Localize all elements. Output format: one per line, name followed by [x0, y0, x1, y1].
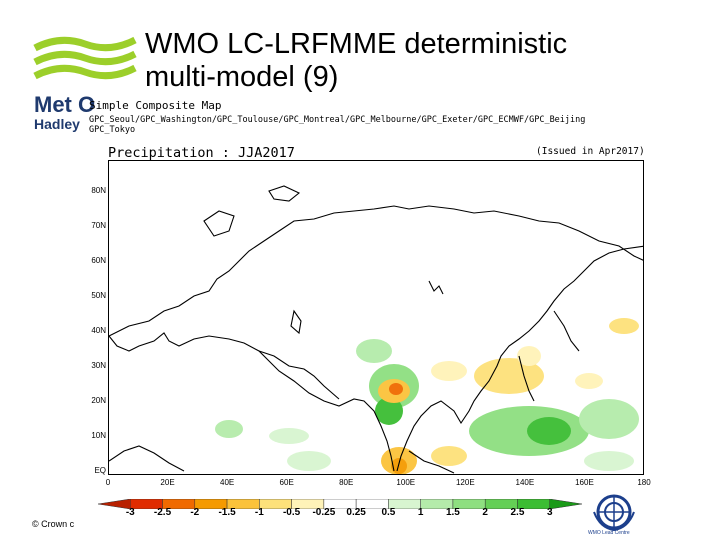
colorbar-label: 0.25: [346, 507, 366, 518]
colorbar-label: -1: [254, 507, 264, 518]
arabia-coastline: [258, 350, 340, 400]
anomaly-wet-patch: [287, 451, 331, 471]
map-canvas: [109, 185, 643, 474]
anomaly-wet-patch: [375, 397, 403, 425]
colorbar-label: 3: [546, 507, 553, 518]
colorbar-label: 2.5: [510, 507, 525, 518]
latitude-label: 10N: [91, 431, 106, 440]
longitude-label: 40E: [219, 478, 235, 487]
east-asia-coastline: [396, 245, 643, 472]
anomaly-wet-patch: [584, 451, 634, 471]
map-title: Precipitation : JJA2017: [108, 145, 295, 161]
met-office-waves-icon: [33, 36, 137, 80]
colorbar-label: -1.5: [218, 507, 236, 518]
anomaly-wet-patch: [356, 339, 392, 363]
africa-coastline: [109, 445, 185, 472]
colorbar-label: -2: [190, 507, 200, 518]
southern-coastline-west: [109, 332, 395, 472]
latitude-label: 20N: [91, 396, 106, 405]
gpc-list-2: GPC_Tokyo: [89, 125, 136, 135]
colorbar-arrow-right: [549, 498, 583, 510]
gpc-list: GPC_Seoul/GPC_Washington/GPC_Toulouse/GP…: [89, 115, 586, 125]
longitude-label: 80E: [339, 478, 354, 487]
colorbar-label: -3: [125, 507, 135, 518]
copyright-text: © Crown c: [32, 519, 75, 529]
caspian-coastline: [290, 309, 302, 335]
longitude-label: 160E: [575, 478, 594, 487]
colorbar-label: 0.5: [381, 507, 396, 518]
philippines-coastline: [518, 355, 535, 402]
anomaly-wet-patch: [215, 420, 243, 438]
longitude-label: 140E: [515, 478, 535, 487]
anomaly-dry-patch: [575, 373, 603, 389]
latitude-label: 30N: [91, 361, 106, 370]
longitude-label: 0: [105, 478, 111, 487]
latitude-label: EQ: [94, 466, 106, 475]
wmo-emblem-icon: [593, 494, 635, 532]
coastlines: [109, 185, 643, 474]
logo-text-primary: Met O: [34, 92, 96, 117]
colorbar-label: -2.5: [153, 507, 172, 518]
scandinavia-coastline: [203, 210, 235, 237]
colorbar-label: -0.25: [312, 507, 336, 518]
anomaly-shading: [215, 318, 639, 474]
anomaly-dry-patch: [431, 446, 467, 466]
met-office-logo: Met O Hadley: [30, 30, 140, 132]
slide-title: WMO LC-LRFMME deterministic multi-model …: [145, 28, 567, 94]
map-subtitle: Simple Composite Map: [89, 99, 222, 112]
indonesia-coastline: [408, 450, 455, 474]
arctic-island-coastline: [268, 185, 301, 202]
anomaly-wet-patch: [269, 428, 309, 444]
longitude-label: 180: [637, 478, 651, 487]
longitude-label: 100E: [396, 478, 416, 487]
slide-title-line1: WMO LC-LRFMME deterministic: [145, 28, 568, 60]
logo-text-secondary: Hadley: [34, 116, 80, 132]
longitude-label: 60E: [279, 478, 294, 487]
anomaly-dry-patch: [391, 458, 407, 474]
precipitation-map: [108, 160, 644, 475]
issued-date: (Issued in Apr2017): [536, 146, 645, 157]
colorbar-label: -0.5: [282, 507, 301, 518]
anomaly-dry-patch: [431, 361, 467, 381]
latitude-label: 50N: [91, 291, 106, 300]
wmo-logo: [590, 490, 638, 538]
anomaly-wet-patch: [527, 417, 571, 445]
anomaly-dry-patch: [609, 318, 639, 334]
latitude-label: 80N: [91, 186, 106, 195]
colorbar-label: 1.5: [445, 507, 460, 518]
anomaly-dry-patch: [517, 346, 541, 366]
anomaly-wet-patch: [579, 399, 639, 439]
latitude-label: 40N: [91, 326, 106, 335]
slide-title-line2: multi-model (9): [145, 61, 339, 93]
colorbar-svg: [97, 498, 583, 510]
northern-coastline: [109, 205, 643, 337]
longitude-label: 20E: [160, 478, 175, 487]
lake-baikal-coastline: [428, 280, 444, 295]
colorbar-label: 2: [482, 507, 488, 518]
latitude-label: 70N: [91, 221, 106, 230]
longitude-label: 120E: [455, 478, 475, 487]
latitude-label: 60N: [91, 256, 106, 265]
anomaly-dry-patch: [389, 383, 403, 395]
colorbar: [97, 496, 583, 510]
wmo-caption: WMO Lead Centre: [588, 530, 630, 536]
japan-coastline: [553, 310, 580, 352]
colorbar-label: 1: [417, 507, 424, 518]
